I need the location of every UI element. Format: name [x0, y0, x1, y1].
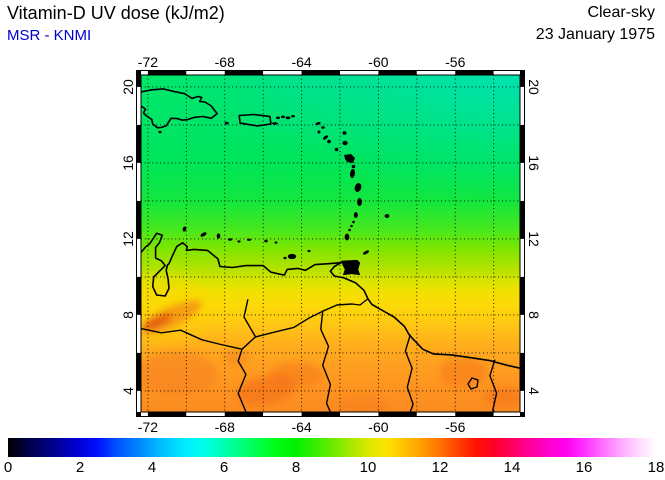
lake-brokopondo	[467, 377, 479, 390]
island-anguilla	[315, 121, 321, 126]
island-virgin-3	[285, 116, 291, 120]
island-mona	[224, 121, 229, 125]
island-marie-galante	[351, 164, 356, 169]
river-caroni	[320, 310, 332, 412]
island-grenada	[344, 233, 350, 241]
x-tick-bottom: -68	[214, 419, 235, 435]
map-frame	[136, 70, 525, 417]
island-blanquilla	[264, 239, 268, 243]
colorbar-tick: 14	[503, 459, 521, 476]
island-barbados	[384, 214, 390, 218]
river-orinoco	[237, 303, 353, 412]
island-nevis	[327, 139, 331, 144]
x-tick-top: -68	[214, 54, 235, 70]
island-grenadine-1	[352, 220, 355, 224]
sky-condition-label: Clear-sky	[587, 4, 655, 21]
colorbar-tick: 10	[359, 459, 377, 476]
island-virgin-1	[276, 116, 280, 120]
river-apure	[243, 299, 257, 338]
dose-field-green-tint	[141, 75, 351, 205]
x-tick-bottom: -60	[368, 419, 389, 435]
map-graticule	[141, 75, 520, 412]
x-tick-top: -72	[137, 54, 159, 70]
island-coche	[283, 256, 287, 260]
y-tick-left: 20	[120, 79, 136, 95]
colorbar-tick: 12	[431, 459, 449, 476]
x-tick-bottom: -72	[137, 419, 159, 435]
coastlines	[141, 88, 520, 369]
island-virgin-2	[281, 115, 285, 119]
river-meta	[141, 327, 243, 350]
y-tick-left: 12	[120, 231, 136, 247]
island-virgin-4	[291, 115, 295, 118]
river-essequibo	[404, 334, 414, 412]
island-aruba	[182, 226, 187, 232]
island-curacao	[200, 232, 207, 237]
y-tick-left: 8	[120, 311, 136, 319]
river-maroni	[489, 359, 498, 412]
island-beata	[158, 130, 162, 134]
colorbar-tick: 6	[219, 459, 229, 476]
island-orchila	[247, 238, 251, 241]
island-vieques	[272, 122, 278, 125]
coastline-puerto-rico	[238, 113, 272, 127]
colorbar-tick: 16	[575, 459, 593, 476]
map-plot	[136, 70, 525, 417]
coastline-orinoco-delta-inner	[351, 298, 369, 306]
island-los-roques-2	[237, 240, 241, 243]
island-st-kitts	[323, 135, 328, 140]
island-barbuda	[342, 131, 347, 135]
y-tick-left: 4	[120, 387, 136, 395]
coastline-south-america	[141, 232, 520, 369]
colorbar-tick: 8	[291, 459, 301, 476]
island-bonaire	[216, 233, 221, 239]
x-tick-bottom: -56	[445, 419, 466, 435]
island-los-roques-1	[227, 238, 233, 241]
data-source-label: MSR - KNMI	[7, 27, 92, 44]
x-tick-top: -64	[291, 54, 312, 70]
island-antigua	[342, 140, 348, 146]
island-st-barth	[321, 126, 325, 129]
island-montserrat	[334, 147, 339, 152]
island-grenadine-2	[350, 224, 353, 228]
colorbar-tick: 0	[3, 459, 13, 476]
y-tick-right: 8	[526, 311, 542, 319]
y-tick-right: 12	[526, 231, 542, 247]
x-tick-top: -60	[368, 54, 389, 70]
island-st-lucia	[357, 198, 362, 206]
colorbar	[8, 438, 656, 457]
colorbar-tick: 4	[147, 459, 157, 476]
island-dominica	[350, 168, 355, 179]
island-st-vincent	[353, 212, 358, 218]
y-tick-right: 16	[526, 155, 542, 171]
island-hermanos	[274, 241, 278, 244]
date-label: 23 January 1975	[535, 26, 655, 43]
y-tick-right: 4	[526, 387, 542, 395]
island-tobago	[362, 250, 370, 255]
page-title: Vitamin-D UV dose (kJ/m2)	[7, 3, 225, 23]
island-margarita	[287, 253, 297, 260]
dose-hotspot-blobs	[141, 275, 520, 412]
small-islands	[158, 115, 390, 276]
island-martinique	[354, 183, 362, 192]
colorbar-tick: 2	[75, 459, 85, 476]
island-grenadine-3	[348, 228, 351, 232]
x-tick-bottom: -64	[291, 419, 312, 435]
island-testigos	[307, 249, 311, 253]
y-tick-left: 16	[120, 155, 136, 171]
island-saba	[317, 130, 321, 134]
y-tick-right: 20	[526, 79, 542, 95]
colorbar-tick: 18	[647, 459, 665, 476]
rivers	[141, 299, 498, 412]
island-trinidad	[341, 259, 361, 276]
island-guadeloupe	[344, 154, 355, 163]
x-tick-top: -56	[445, 54, 466, 70]
coastline-hispaniola	[141, 88, 218, 129]
